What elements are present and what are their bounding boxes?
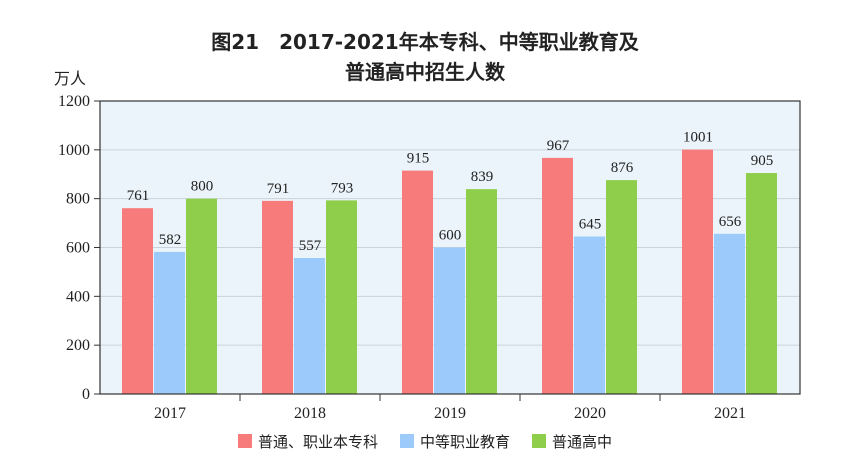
data-label: 600 [439,228,462,244]
bar [606,180,637,394]
y-ticks: 0 200 400 600 800 1000 1200 [58,93,100,403]
data-label: 656 [719,214,742,230]
legend-swatch [399,434,414,448]
data-label: 800 [191,179,214,195]
bar [542,157,573,394]
bar [746,173,777,394]
y-tick-label: 600 [66,240,90,257]
data-label: 791 [267,181,290,197]
legend-swatch [237,434,252,448]
data-label: 876 [611,160,634,176]
legend-label: 普通高中 [552,433,612,451]
bar [122,208,153,394]
y-tick-label: 800 [66,191,90,208]
bar [466,189,497,394]
y-tick-label: 200 [66,337,90,354]
bars [122,149,777,394]
data-label: 967 [547,138,570,154]
y-tick-label: 400 [66,288,90,305]
data-label: 905 [751,153,774,169]
bar [326,200,357,394]
bar [402,170,433,394]
y-tick-label: 0 [82,386,90,403]
chart-title-line-1: 图21 2017-2021年本专科、中等职业教育及 [211,30,639,54]
bar [574,236,605,394]
x-ticks: 2017 2018 2019 2020 2021 [154,394,746,422]
y-axis-unit-label: 万人 [54,69,86,88]
y-tick-label: 1200 [58,93,90,110]
chart-title-line-2: 普通高中招生人数 [345,60,506,84]
data-label: 839 [471,169,494,185]
x-tick-label: 2018 [294,405,326,422]
bar [714,233,745,394]
data-label: 1001 [683,130,713,146]
x-tick-label: 2020 [574,405,606,422]
bar [154,251,185,394]
legend-swatch [532,434,547,448]
bar [262,200,293,394]
data-label: 793 [331,180,354,196]
legend-label: 普通、职业本专科 [258,433,378,451]
plot-border [99,100,801,395]
data-labels: 761 582 800 791 557 793 915 600 839 967 645 876 1001… [127,130,774,254]
data-label: 761 [127,188,150,204]
y-tick-label: 1000 [58,142,90,159]
bar [434,247,465,394]
x-tick-label: 2019 [434,405,466,422]
data-label: 582 [159,232,182,248]
bar [294,257,325,394]
x-tick-label: 2021 [714,405,746,422]
data-label: 915 [407,151,430,167]
legend: 普通、职业本专科 中等职业教育 普通高中 [237,433,612,451]
legend-label: 中等职业教育 [420,433,510,451]
bar [186,198,217,394]
bar [682,149,713,394]
x-tick-label: 2017 [154,405,186,422]
data-label: 645 [579,217,602,233]
data-label: 557 [299,238,322,254]
